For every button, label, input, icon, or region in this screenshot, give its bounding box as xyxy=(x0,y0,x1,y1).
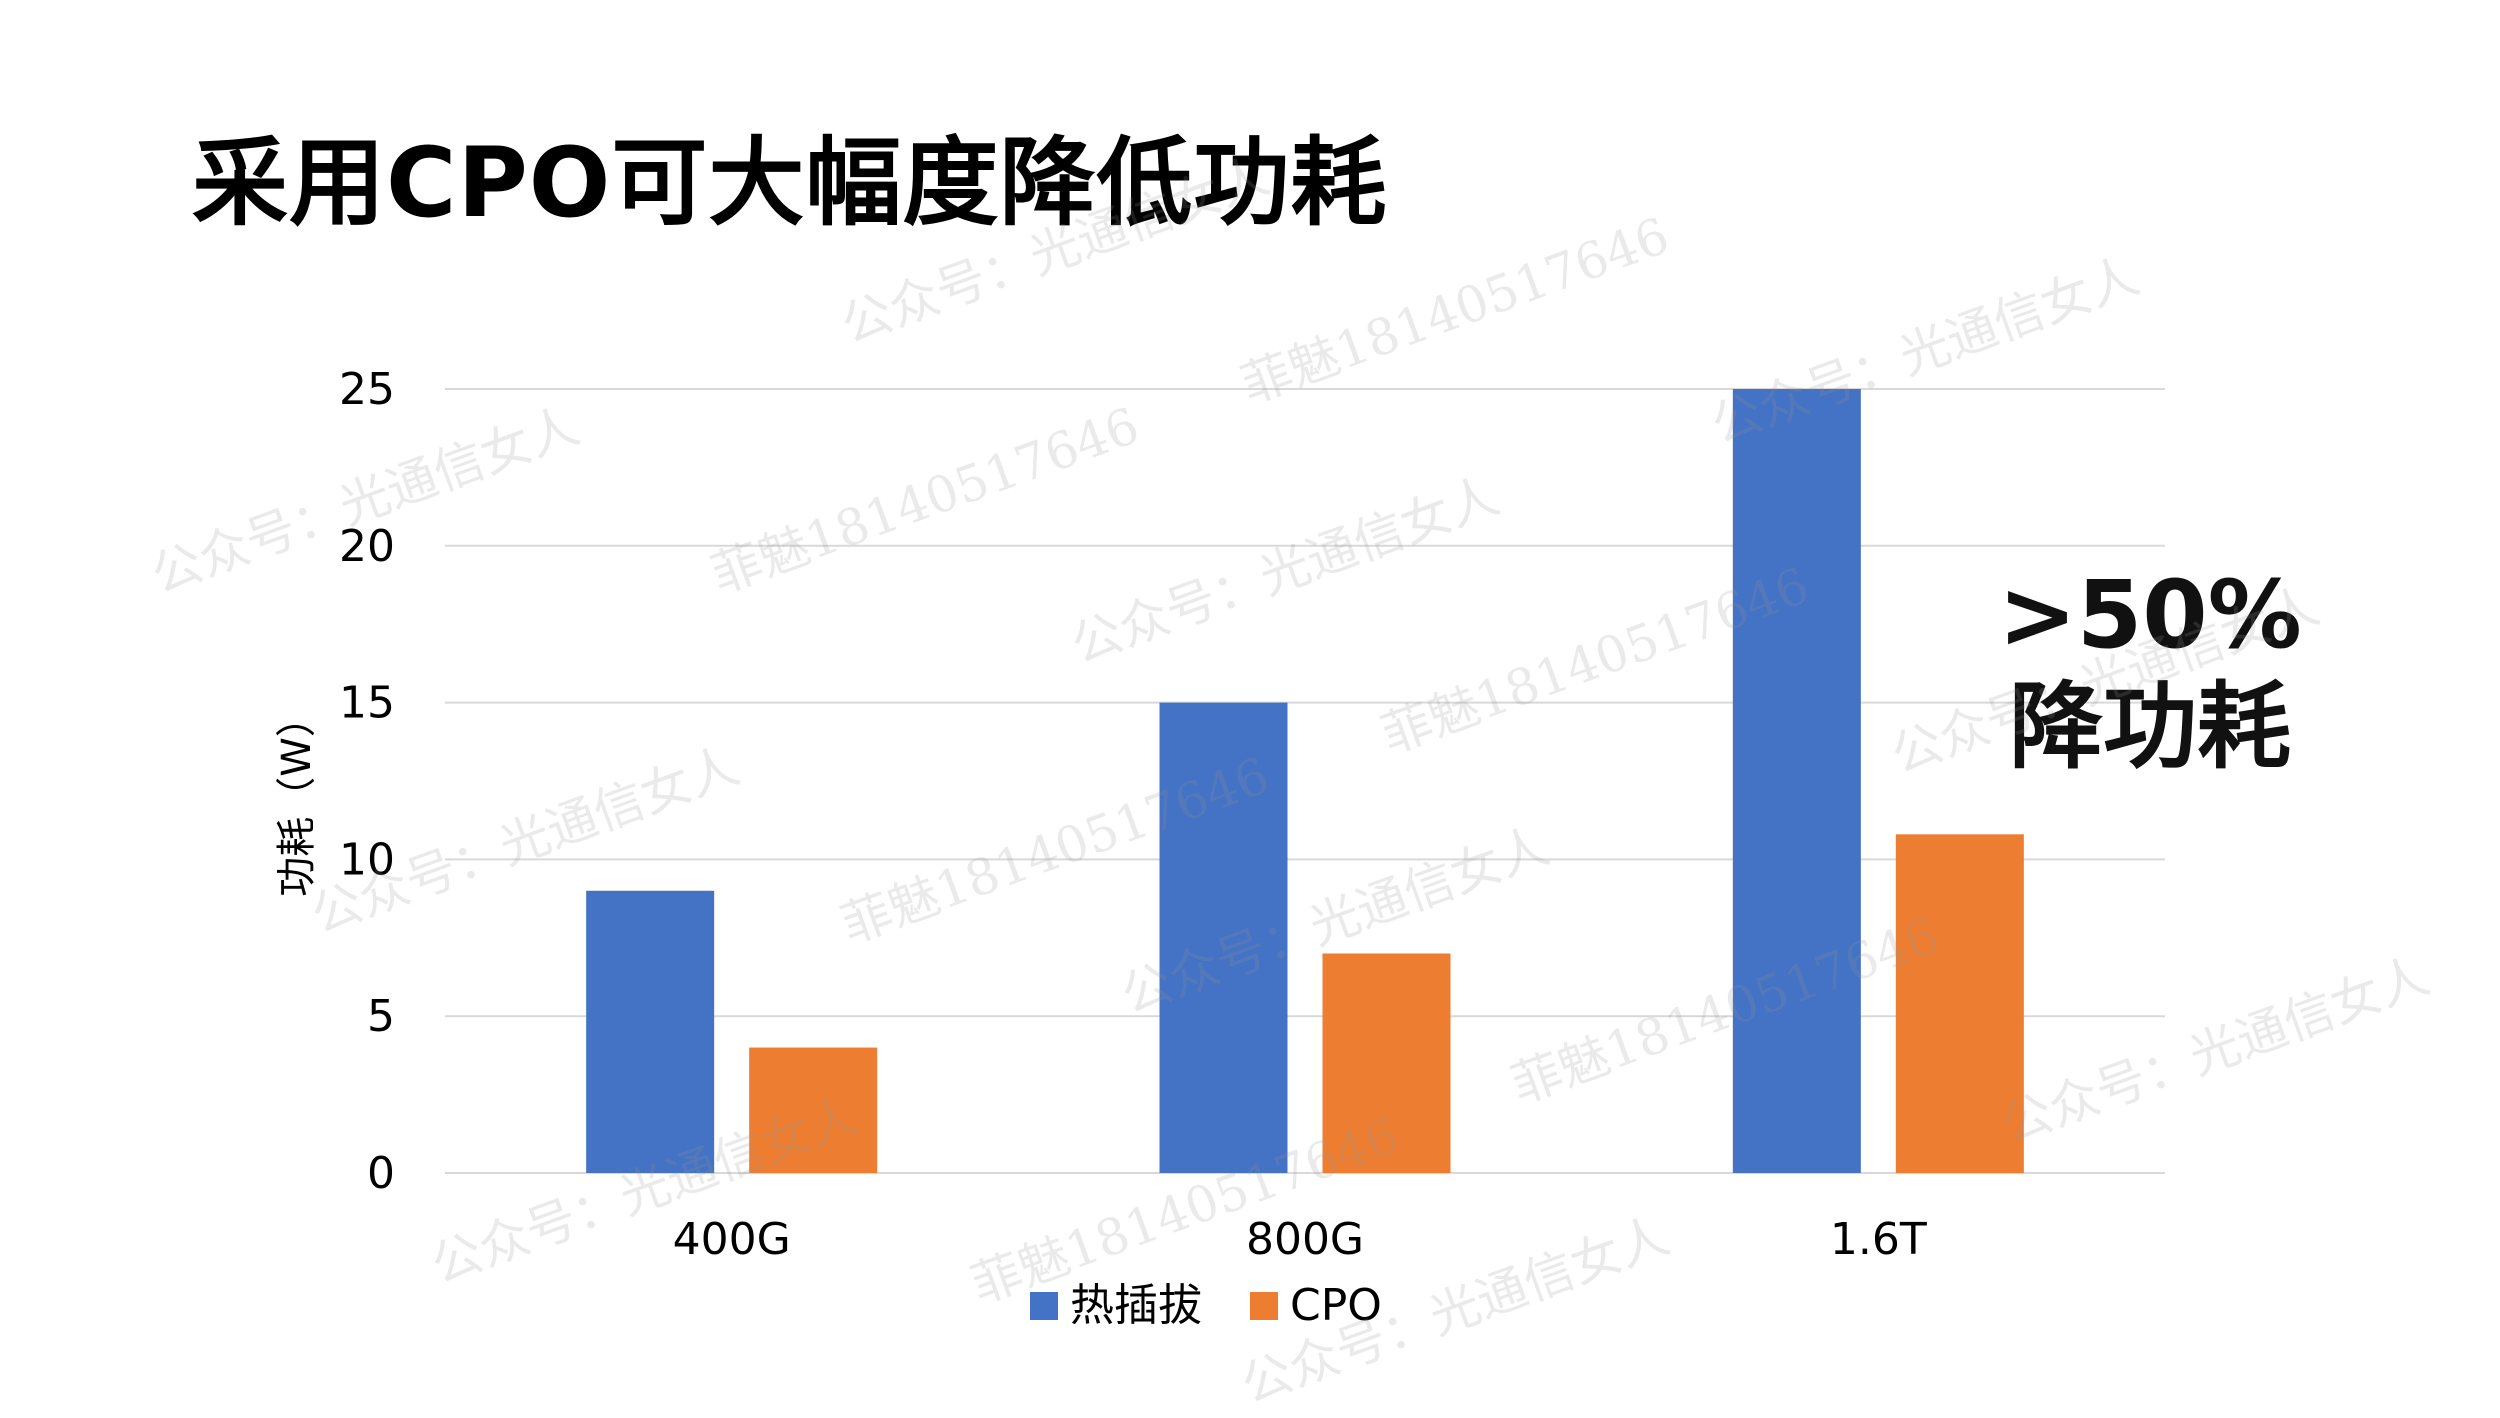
callout-percentage: >50% xyxy=(1998,561,2302,670)
x-tick-label: 800G xyxy=(1246,1214,1364,1265)
legend: 热插拔 CPO xyxy=(1030,1280,1382,1331)
legend-swatch-CPO xyxy=(1250,1292,1278,1320)
legend-label-CPO: CPO xyxy=(1290,1280,1382,1331)
bar-400G-热插拔 xyxy=(586,890,715,1173)
bar-800G-CPO xyxy=(1322,953,1451,1173)
bars xyxy=(586,389,2024,1173)
bar-800G-热插拔 xyxy=(1159,702,1288,1173)
legend-label-热插拔: 热插拔 xyxy=(1070,1280,1202,1331)
page-title: 采用CPO可大幅度降低功耗 xyxy=(192,127,1388,239)
y-axis-label: 功耗（W） xyxy=(274,697,320,897)
callout-text: 降功耗 xyxy=(2008,673,2291,782)
x-tick-labels: 400G 800G 1.6T xyxy=(673,1214,1927,1265)
x-tick-label: 400G xyxy=(673,1214,791,1265)
legend-swatch-热插拔 xyxy=(1030,1292,1058,1320)
y-tick-label: 5 xyxy=(367,991,395,1042)
y-tick-label: 10 xyxy=(339,834,395,885)
gridlines xyxy=(445,388,2165,1174)
bar-400G-CPO xyxy=(749,1047,878,1173)
y-tick-label: 0 xyxy=(367,1148,395,1199)
y-tick-label: 25 xyxy=(339,364,395,415)
bar-1.6T-CPO xyxy=(1895,834,2024,1173)
y-tick-label: 20 xyxy=(339,521,395,572)
x-tick-label: 1.6T xyxy=(1830,1214,1927,1265)
y-tick-labels: 0 5 10 15 20 25 xyxy=(339,364,395,1199)
reduction-callout: >50% 降功耗 xyxy=(1985,560,2315,784)
bar-1.6T-热插拔 xyxy=(1732,389,1861,1173)
y-tick-label: 15 xyxy=(339,678,395,729)
